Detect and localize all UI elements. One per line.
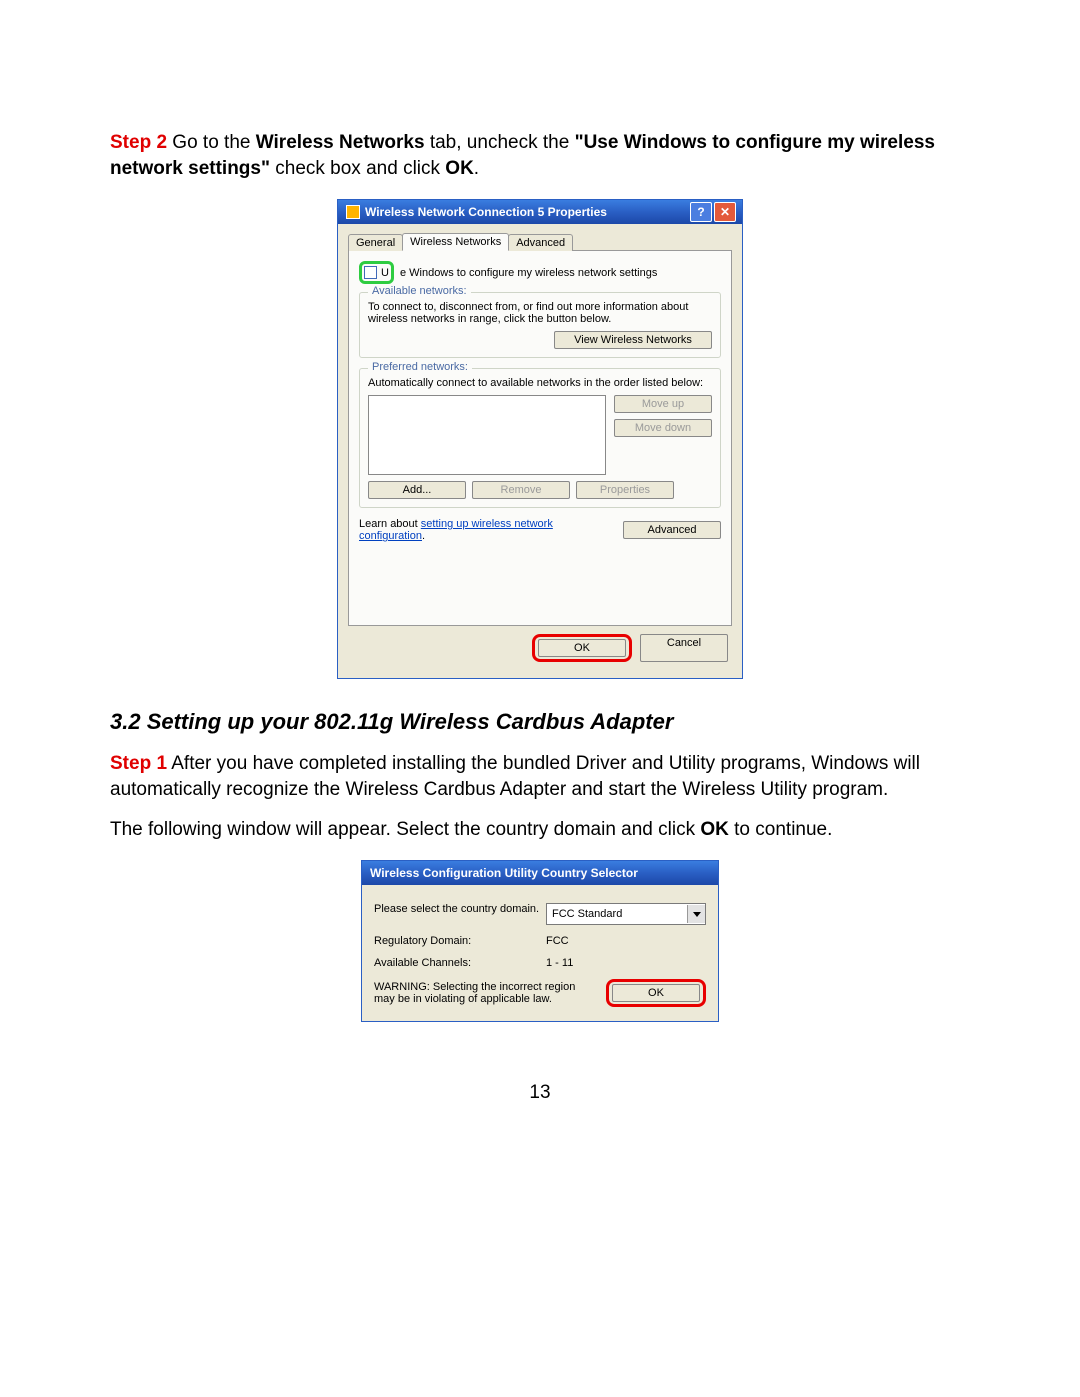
country-label: Please select the country domain. (374, 903, 546, 915)
country-selector-dialog: Wireless Configuration Utility Country S… (361, 860, 719, 1022)
dialog-title: Wireless Network Connection 5 Properties (365, 205, 690, 219)
preferred-listbox[interactable] (368, 395, 606, 475)
ok-highlight: OK (532, 634, 632, 662)
reg-domain-value: FCC (546, 935, 706, 947)
step2-paragraph: Step 2 Go to the Wireless Networks tab, … (110, 130, 970, 181)
country-titlebar: Wireless Configuration Utility Country S… (362, 861, 718, 885)
app-icon (346, 205, 360, 219)
ok-button[interactable]: OK (538, 639, 626, 657)
channels-value: 1 - 11 (546, 957, 706, 969)
screenshot-2: Wireless Configuration Utility Country S… (110, 860, 970, 1022)
country-combo-value: FCC Standard (547, 908, 687, 920)
preferred-legend: Preferred networks: (368, 361, 472, 373)
followup-paragraph: The following window will appear. Select… (110, 817, 970, 843)
move-down-button[interactable]: Move down (614, 419, 712, 437)
tab-strip: General Wireless Networks Advanced (348, 232, 732, 250)
country-ok-highlight: OK (606, 979, 706, 1007)
available-networks-group: Available networks: To connect to, disco… (359, 292, 721, 358)
advanced-button[interactable]: Advanced (623, 521, 721, 539)
step2-label: Step 2 (110, 132, 167, 153)
remove-button[interactable]: Remove (472, 481, 570, 499)
reg-domain-label: Regulatory Domain: (374, 935, 546, 947)
use-windows-checkbox[interactable] (364, 266, 377, 279)
tab-page: U e Windows to configure my wireless net… (348, 250, 732, 626)
tab-general[interactable]: General (348, 234, 403, 251)
tab-advanced[interactable]: Advanced (508, 234, 573, 251)
step1-paragraph: Step 1 After you have completed installi… (110, 751, 970, 802)
close-button[interactable]: ✕ (714, 202, 736, 222)
country-dialog-title: Wireless Configuration Utility Country S… (370, 866, 712, 880)
add-button[interactable]: Add... (368, 481, 466, 499)
checkbox-label: e Windows to configure my wireless netwo… (400, 267, 657, 279)
available-legend: Available networks: (368, 285, 471, 297)
preferred-networks-group: Preferred networks: Automatically connec… (359, 368, 721, 508)
cancel-button[interactable]: Cancel (640, 634, 728, 662)
channels-label: Available Channels: (374, 957, 546, 969)
dialog-bottom-buttons: OK Cancel (348, 626, 732, 668)
step1-label: Step 1 (110, 753, 167, 774)
view-wireless-networks-button[interactable]: View Wireless Networks (554, 331, 712, 349)
country-warning: WARNING: Selecting the incorrect region … (374, 981, 598, 1005)
properties-dialog: Wireless Network Connection 5 Properties… (337, 199, 743, 679)
document-page: Step 2 Go to the Wireless Networks tab, … (0, 0, 1080, 1164)
country-ok-button[interactable]: OK (612, 984, 700, 1002)
help-button[interactable]: ? (690, 202, 712, 222)
properties-button[interactable]: Properties (576, 481, 674, 499)
tab-wireless-networks[interactable]: Wireless Networks (402, 233, 509, 251)
titlebar: Wireless Network Connection 5 Properties… (338, 200, 742, 224)
screenshot-1: Wireless Network Connection 5 Properties… (110, 199, 970, 679)
checkbox-highlight: U (359, 261, 394, 284)
section-3-2-heading: 3.2 Setting up your 802.11g Wireless Car… (110, 709, 970, 735)
move-up-button[interactable]: Move up (614, 395, 712, 413)
page-number: 13 (110, 1082, 970, 1104)
chevron-down-icon[interactable] (687, 905, 705, 923)
preferred-desc: Automatically connect to available netwo… (368, 377, 712, 389)
use-windows-row: U e Windows to configure my wireless net… (359, 261, 721, 284)
country-combo[interactable]: FCC Standard (546, 903, 706, 925)
learn-text: Learn about setting up wireless network … (359, 518, 613, 542)
available-desc: To connect to, disconnect from, or find … (368, 301, 712, 325)
